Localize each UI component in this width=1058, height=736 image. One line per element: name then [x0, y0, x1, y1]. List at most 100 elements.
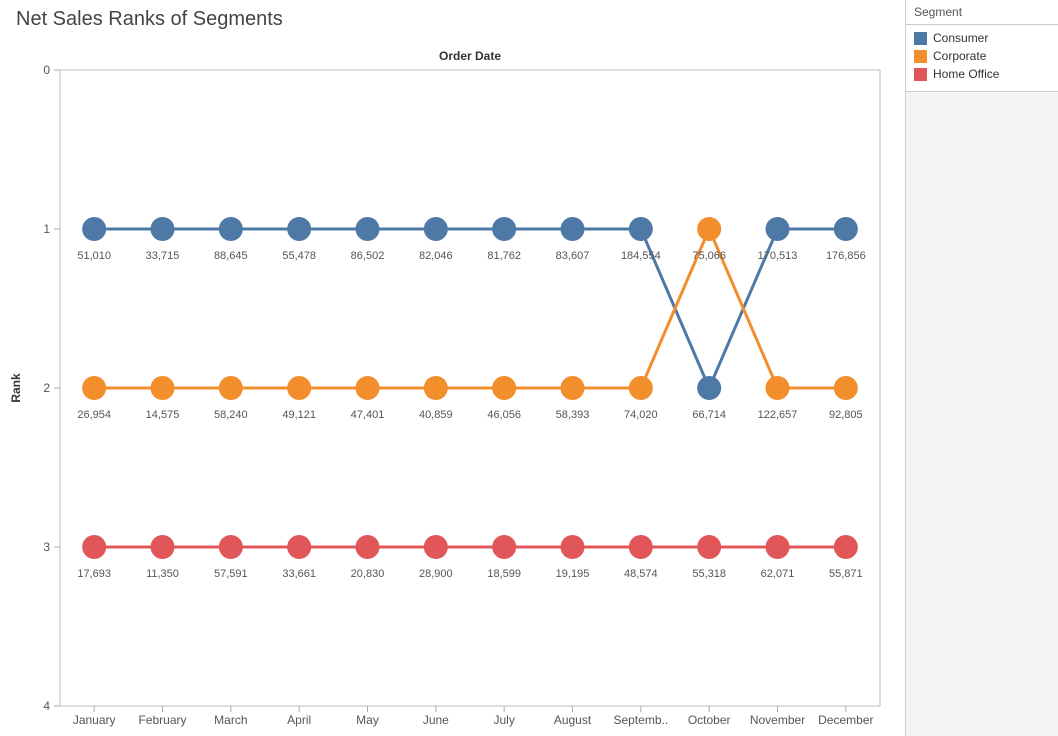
x-tick-label: August — [554, 713, 592, 727]
marker[interactable] — [151, 217, 175, 241]
y-tick-label: 0 — [43, 63, 50, 77]
legend-swatch — [914, 50, 927, 63]
marker[interactable] — [834, 376, 858, 400]
marker[interactable] — [629, 535, 653, 559]
x-tick-label: July — [493, 713, 514, 727]
legend-label: Consumer — [933, 31, 988, 45]
data-label: 20,830 — [351, 568, 385, 580]
data-label: 40,859 — [419, 409, 453, 421]
data-label: 176,856 — [826, 250, 866, 262]
legend-panel: Segment Consumer Corporate Home Office — [906, 0, 1058, 736]
data-label: 17,693 — [77, 568, 111, 580]
data-label: 92,805 — [829, 409, 863, 421]
series-line-consumer — [94, 229, 846, 388]
data-label: 14,575 — [146, 409, 180, 421]
chart-title: Net Sales Ranks of Segments — [16, 8, 283, 31]
marker[interactable] — [834, 535, 858, 559]
marker[interactable] — [561, 376, 585, 400]
data-label: 66,714 — [692, 409, 726, 421]
data-label: 28,900 — [419, 568, 453, 580]
legend-swatch — [914, 68, 927, 81]
marker[interactable] — [697, 217, 721, 241]
data-label: 18,599 — [487, 568, 521, 580]
marker[interactable] — [492, 217, 516, 241]
marker[interactable] — [424, 535, 448, 559]
legend-item-consumer[interactable]: Consumer — [914, 29, 1050, 47]
legend-label: Home Office — [933, 67, 999, 81]
marker[interactable] — [424, 376, 448, 400]
y-axis-title: Rank — [9, 373, 23, 403]
data-label: 184,554 — [621, 250, 661, 262]
marker[interactable] — [766, 535, 790, 559]
x-tick-label: Septemb.. — [613, 713, 668, 727]
marker[interactable] — [561, 535, 585, 559]
data-label: 57,591 — [214, 568, 248, 580]
data-label: 46,056 — [487, 409, 521, 421]
marker[interactable] — [219, 535, 243, 559]
data-label: 58,240 — [214, 409, 248, 421]
x-tick-label: October — [688, 713, 731, 727]
data-label: 55,478 — [282, 250, 316, 262]
marker[interactable] — [766, 217, 790, 241]
marker[interactable] — [766, 376, 790, 400]
legend-label: Corporate — [933, 49, 986, 63]
marker[interactable] — [356, 535, 380, 559]
y-tick-label: 4 — [43, 699, 50, 713]
x-tick-label: February — [138, 713, 186, 727]
data-label: 58,393 — [556, 409, 590, 421]
data-label: 47,401 — [351, 409, 385, 421]
data-label: 55,871 — [829, 568, 863, 580]
chart-panel: Net Sales Ranks of Segments Order Date 0 1… — [0, 0, 906, 736]
legend-item-corporate[interactable]: Corporate — [914, 47, 1050, 65]
marker[interactable] — [697, 535, 721, 559]
y-tick-label: 3 — [43, 540, 50, 554]
series-line-corporate — [94, 229, 846, 388]
marker[interactable] — [424, 217, 448, 241]
x-axis-title: Order Date — [439, 49, 501, 63]
data-label: 170,513 — [758, 250, 798, 262]
marker[interactable] — [287, 217, 311, 241]
x-tick-label: June — [423, 713, 449, 727]
data-label: 19,195 — [556, 568, 590, 580]
data-label: 55,318 — [692, 568, 726, 580]
data-label: 122,657 — [758, 409, 798, 421]
marker[interactable] — [561, 217, 585, 241]
marker[interactable] — [356, 376, 380, 400]
marker[interactable] — [834, 217, 858, 241]
marker[interactable] — [151, 535, 175, 559]
data-label: 33,661 — [282, 568, 316, 580]
marker[interactable] — [492, 376, 516, 400]
data-label: 62,071 — [761, 568, 795, 580]
data-label: 11,350 — [146, 568, 179, 580]
marker[interactable] — [629, 376, 653, 400]
legend-items: Consumer Corporate Home Office — [906, 25, 1058, 87]
marker[interactable] — [287, 535, 311, 559]
marker[interactable] — [82, 217, 106, 241]
data-label: 48,574 — [624, 568, 658, 580]
marker[interactable] — [82, 535, 106, 559]
marker[interactable] — [697, 376, 721, 400]
y-tick-label: 1 — [43, 222, 50, 236]
marker[interactable] — [219, 376, 243, 400]
marker[interactable] — [356, 217, 380, 241]
marker[interactable] — [219, 217, 243, 241]
data-label: 33,715 — [146, 250, 180, 262]
data-label: 74,020 — [624, 409, 658, 421]
marker[interactable] — [82, 376, 106, 400]
x-tick-label: January — [73, 713, 116, 727]
x-tick-label: March — [214, 713, 247, 727]
marker[interactable] — [151, 376, 175, 400]
data-label: 26,954 — [77, 409, 111, 421]
data-label: 88,645 — [214, 250, 248, 262]
y-tick-label: 2 — [43, 381, 50, 395]
legend-empty-area — [906, 92, 1058, 736]
legend-title: Segment — [906, 0, 1058, 25]
marker[interactable] — [287, 376, 311, 400]
marker[interactable] — [629, 217, 653, 241]
data-label: 82,046 — [419, 250, 453, 262]
x-tick-label: December — [818, 713, 873, 727]
x-tick-label: May — [356, 713, 379, 727]
data-label: 83,607 — [556, 250, 590, 262]
marker[interactable] — [492, 535, 516, 559]
legend-item-home-office[interactable]: Home Office — [914, 65, 1050, 83]
